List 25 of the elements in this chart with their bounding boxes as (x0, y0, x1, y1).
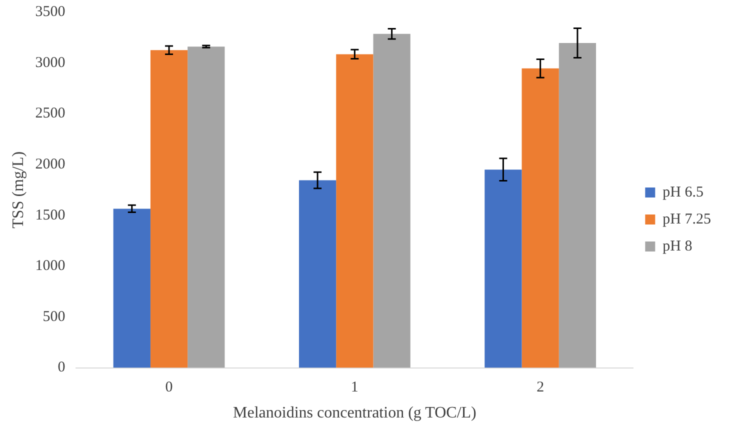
legend-label: pH 7.25 (662, 211, 712, 228)
bar (558, 43, 596, 368)
x-tick-label: 2 (536, 380, 544, 396)
y-tick-label: 1500 (35, 207, 66, 224)
bar (113, 208, 150, 368)
bar (373, 34, 410, 368)
bar (298, 180, 336, 368)
y-tick-label: 1000 (35, 258, 66, 274)
bar (336, 54, 374, 368)
y-tick-label: 3500 (35, 4, 66, 20)
y-tick-label: 2000 (35, 156, 66, 172)
bar (484, 170, 522, 368)
bar (188, 46, 225, 368)
x-tick-label: 1 (350, 380, 358, 396)
y-tick-label: 3000 (35, 54, 66, 71)
x-tick-label: 0 (165, 380, 173, 396)
y-tick-label: 0 (58, 360, 66, 376)
y-tick-label: 500 (42, 308, 66, 325)
y-axis-title: TSS (mg/L) (10, 151, 27, 228)
x-axis-title: Melanoidins concentration (g TOC/L) (233, 404, 476, 422)
bar (522, 68, 559, 368)
legend-label: pH 6.5 (662, 184, 704, 200)
legend-label: pH 8 (662, 238, 692, 254)
bar (150, 50, 188, 368)
y-tick-label: 2500 (35, 106, 66, 122)
